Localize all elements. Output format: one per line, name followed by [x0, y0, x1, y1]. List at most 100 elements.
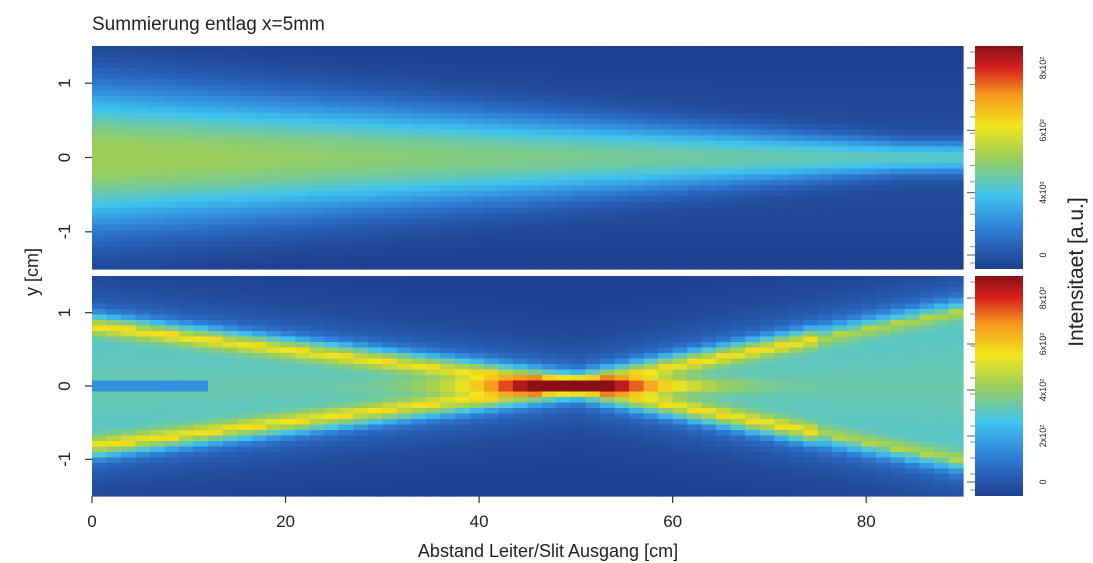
top-heatmap-cell: [614, 163, 630, 170]
top-heatmap-cell: [179, 157, 195, 164]
bottom-heatmap-cell: [788, 424, 804, 431]
bottom-heatmap-cell: [512, 342, 529, 349]
top-heatmap-cell: [788, 79, 804, 86]
bottom-heatmap-cell: [164, 408, 180, 415]
bottom-heatmap-cell: [774, 457, 790, 464]
top-heatmap-cell: [92, 224, 108, 231]
top-heatmap-cell: [222, 174, 238, 181]
bottom-heatmap-cell: [716, 441, 732, 448]
bottom-heatmap-cell: [251, 446, 267, 453]
top-heatmap-cell: [512, 140, 529, 147]
bottom-heatmap-cell: [832, 479, 848, 486]
top-heatmap-cell: [933, 46, 950, 53]
bottom-heatmap-cell: [208, 386, 224, 393]
bottom-heatmap-cell: [571, 314, 587, 321]
top-heatmap-cell: [774, 135, 790, 142]
bottom-heatmap-cell: [396, 435, 412, 442]
top-heatmap-cell: [280, 174, 296, 181]
top-heatmap-cell: [556, 62, 572, 69]
top-heatmap-cell: [600, 174, 616, 181]
bottom-heatmap-cell: [904, 342, 921, 349]
top-heatmap-cell: [803, 73, 819, 81]
bottom-heatmap-cell: [121, 391, 137, 398]
bottom-heatmap-cell: [150, 468, 166, 475]
top-heatmap-cell: [890, 90, 906, 97]
top-heatmap-cell: [324, 246, 340, 253]
bottom-heatmap-cell: [208, 314, 224, 321]
top-heatmap-cell: [266, 185, 282, 192]
bottom-heatmap-cell: [542, 281, 558, 288]
top-heatmap-cell: [338, 163, 354, 170]
bottom-heatmap-cell: [629, 479, 645, 486]
top-heatmap-cell: [933, 51, 950, 58]
bottom-heatmap-cell: [687, 479, 703, 486]
top-heatmap-cell: [396, 151, 412, 159]
top-heatmap-cell: [382, 68, 398, 75]
bottom-heatmap-cell: [469, 320, 485, 327]
bottom-heatmap-cell: [701, 468, 717, 475]
top-heatmap-cell: [425, 112, 441, 120]
bottom-heatmap-cell: [933, 309, 950, 316]
top-heatmap-cell: [788, 190, 804, 198]
bottom-heatmap-cell: [745, 342, 761, 349]
top-heatmap-cell: [730, 202, 746, 209]
top-heatmap-cell: [600, 62, 616, 69]
bottom-heatmap-cell: [295, 380, 311, 387]
bottom-heatmap-cell: [237, 281, 253, 288]
bottom-heatmap-cell: [527, 364, 543, 371]
top-heatmap-cell: [237, 190, 253, 198]
bottom-heatmap-cell: [803, 468, 819, 475]
bottom-heatmap-cell: [309, 292, 325, 299]
bottom-heatmap-cell: [222, 364, 238, 371]
bottom-heatmap-cell: [193, 408, 209, 415]
bottom-heatmap-cell: [948, 408, 964, 415]
bottom-heatmap-cell: [179, 463, 195, 470]
bottom-heatmap-cell: [251, 468, 267, 475]
top-heatmap-cell: [687, 101, 703, 108]
top-heatmap-cell: [469, 62, 485, 69]
top-heatmap-cell: [730, 213, 746, 220]
bottom-heatmap-cell: [919, 331, 935, 338]
bottom-heatmap-cell: [933, 369, 950, 376]
top-heatmap-cell: [454, 112, 471, 120]
bottom-heatmap-cell: [542, 463, 558, 470]
bottom-heatmap-cell: [92, 490, 108, 497]
top-heatmap-cell: [658, 135, 674, 142]
top-heatmap-cell: [193, 124, 209, 131]
top-heatmap-cell: [266, 68, 282, 75]
top-heatmap-cell: [440, 218, 456, 225]
bottom-heatmap-cell: [745, 397, 761, 404]
top-heatmap-cell: [527, 140, 543, 147]
bottom-heatmap-cell: [353, 391, 369, 398]
bottom-heatmap-cell: [411, 474, 427, 481]
bottom-heatmap-cell: [803, 424, 819, 431]
bottom-y-tick-label: 0: [55, 381, 74, 390]
bottom-heatmap-cell: [890, 347, 906, 354]
bottom-heatmap-cell: [861, 303, 877, 310]
top-heatmap-cell: [614, 73, 630, 81]
top-heatmap-cell: [803, 46, 819, 53]
bottom-heatmap-cell: [309, 320, 325, 327]
top-heatmap-cell: [512, 129, 529, 136]
bottom-heatmap-cell: [875, 287, 892, 294]
bottom-heatmap-cell: [237, 325, 253, 332]
top-heatmap-cell: [861, 124, 877, 131]
y-axis-label: y [cm]: [22, 248, 42, 296]
top-heatmap-cell: [353, 218, 369, 225]
top-heatmap-cell: [396, 196, 412, 203]
top-heatmap-cell: [832, 151, 848, 159]
top-heatmap-cell: [788, 101, 804, 108]
top-heatmap-cell: [338, 101, 354, 108]
bottom-heatmap-cell: [440, 342, 456, 349]
bottom-heatmap-cell: [759, 419, 775, 426]
bottom-heatmap-cell: [440, 474, 456, 481]
top-heatmap-cell: [716, 73, 732, 81]
top-heatmap-cell: [875, 213, 892, 220]
top-heatmap-cell: [251, 51, 267, 58]
bottom-heatmap-cell: [208, 419, 224, 426]
bottom-heatmap-cell: [222, 303, 238, 310]
bottom-heatmap-cell: [469, 485, 485, 492]
bottom-heatmap-cell: [309, 281, 325, 288]
top-heatmap-cell: [774, 202, 790, 209]
bottom-heatmap-cell: [904, 391, 921, 398]
